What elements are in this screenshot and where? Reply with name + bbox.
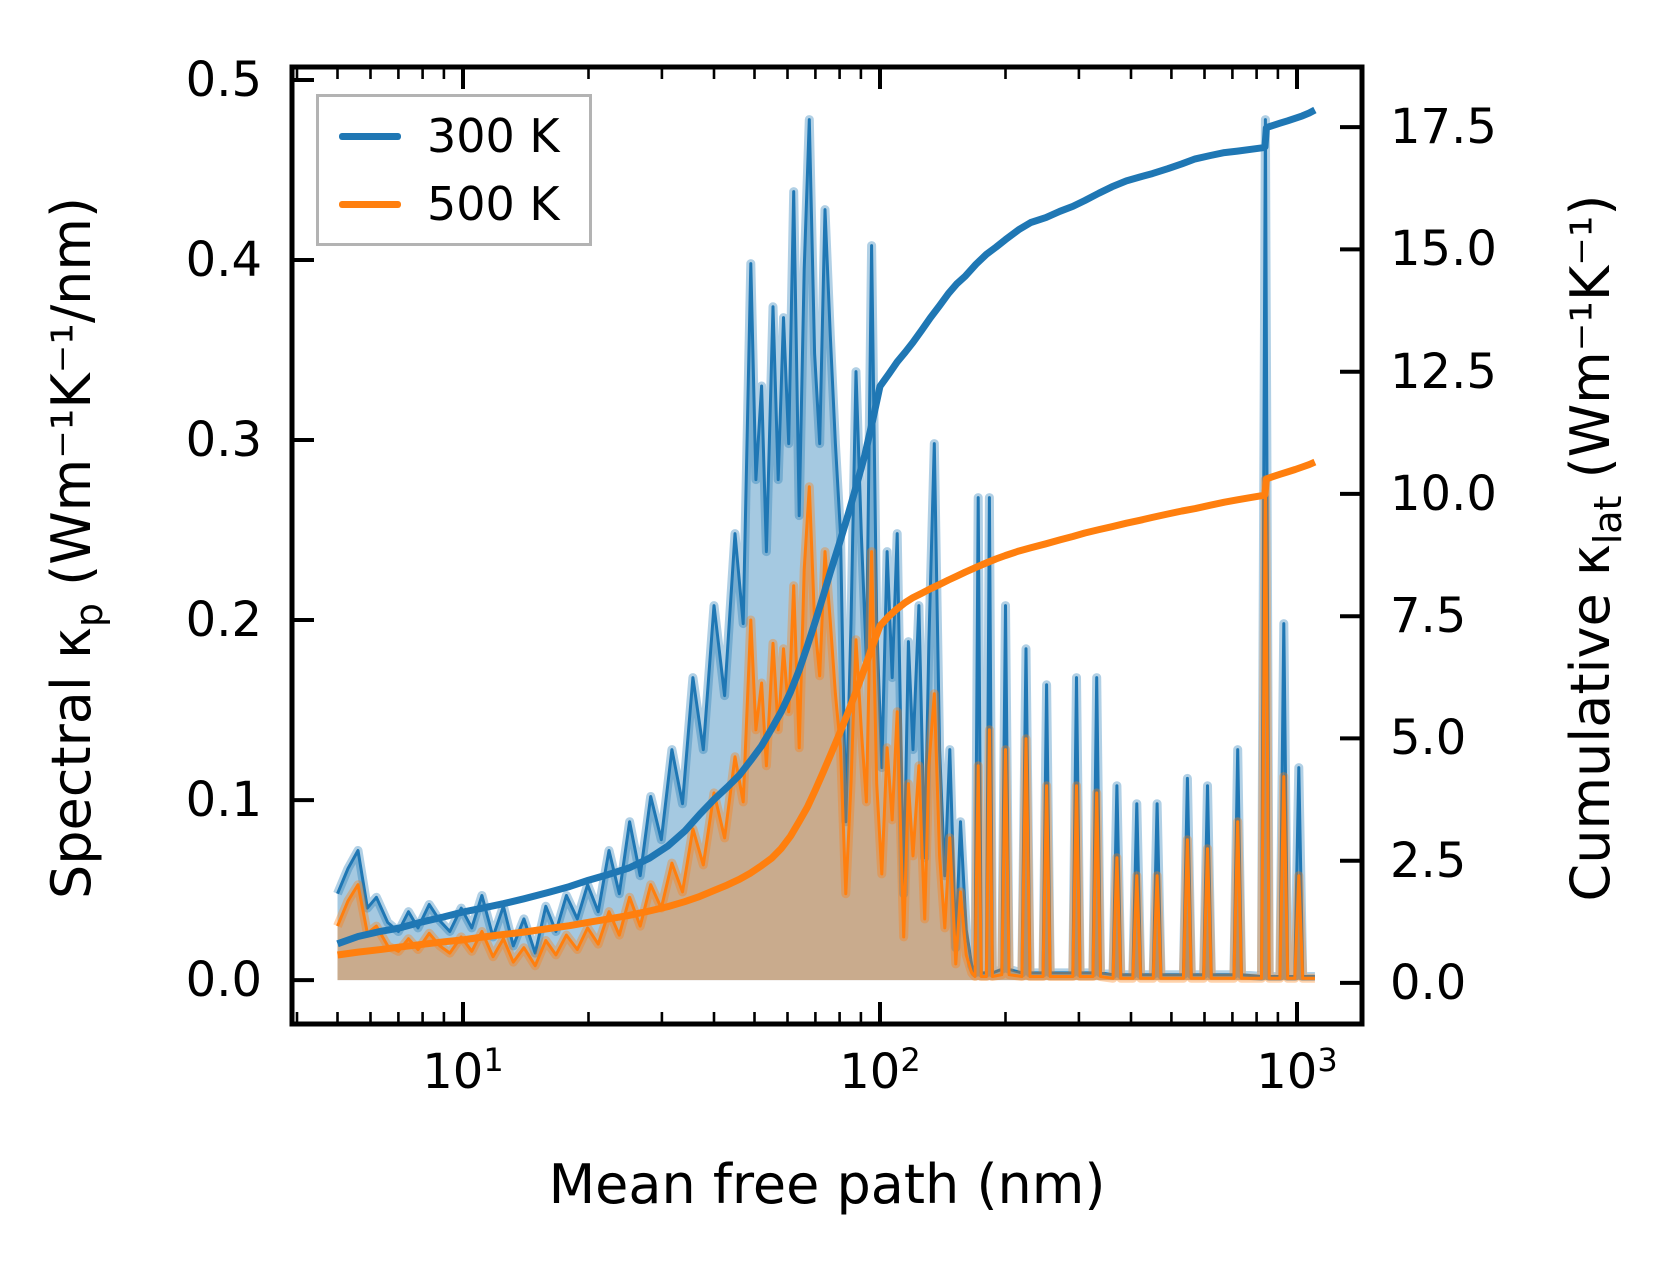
spectral-line-300k <box>336 118 1315 978</box>
y-left-subscript: p <box>66 602 111 628</box>
legend-box: 300 K 500 K <box>316 94 592 246</box>
cumulative-line-500k <box>337 458 1317 959</box>
y-axis-title-right: Cumulative κlat (Wm⁻¹K⁻¹) <box>1559 194 1630 902</box>
y-right-tick-label-7.5: 7.5 <box>1390 588 1467 645</box>
y-right-tick-label-10.0: 10.0 <box>1390 465 1497 522</box>
x-tick-label-10e1: 101 <box>422 1041 504 1100</box>
legend-line-500k-icon <box>339 200 401 208</box>
y-right-tick-label-5.0: 5.0 <box>1390 710 1467 767</box>
y-right-tick-label-2.5: 2.5 <box>1390 832 1467 889</box>
legend-line-300k-icon <box>339 132 401 140</box>
spectral-area-300k <box>337 119 1315 981</box>
y-left-tick-label-0.4: 0.4 <box>185 231 262 288</box>
y-left-tick-label-0.2: 0.2 <box>185 592 262 649</box>
y-right-subscript: lat <box>1585 495 1630 545</box>
spectral-line-500k <box>336 478 1315 980</box>
y-left-tick-label-0.5: 0.5 <box>185 51 262 108</box>
y-left-tick-label-0.0: 0.0 <box>185 952 262 1009</box>
x-axis-title: Mean free path (nm) <box>548 1153 1106 1216</box>
legend-item-300k: 300 K <box>339 113 589 159</box>
y-left-tick-label-0.1: 0.1 <box>185 772 262 829</box>
y-right-tick-label-17.5: 17.5 <box>1390 99 1497 156</box>
y-right-tick-label-15.0: 15.0 <box>1390 221 1497 278</box>
y-right-tick-label-0.0: 0.0 <box>1390 954 1467 1011</box>
legend-item-500k: 500 K <box>339 181 589 227</box>
legend-label-500k: 500 K <box>427 177 560 231</box>
y-axis-title-left: Spectral κp (Wm⁻¹K⁻¹/nm) <box>40 196 111 900</box>
x-tick-label-10e3: 103 <box>1256 1041 1338 1100</box>
cumulative-line-300k <box>336 106 1317 948</box>
spectral-area-500k <box>337 479 1315 981</box>
plot-spines <box>289 64 1365 1027</box>
legend-label-300k: 300 K <box>427 109 560 163</box>
y-left-tick-label-0.3: 0.3 <box>185 412 262 468</box>
x-tick-label-10e2: 102 <box>839 1041 921 1100</box>
y-right-tick-label-12.5: 12.5 <box>1390 343 1497 400</box>
